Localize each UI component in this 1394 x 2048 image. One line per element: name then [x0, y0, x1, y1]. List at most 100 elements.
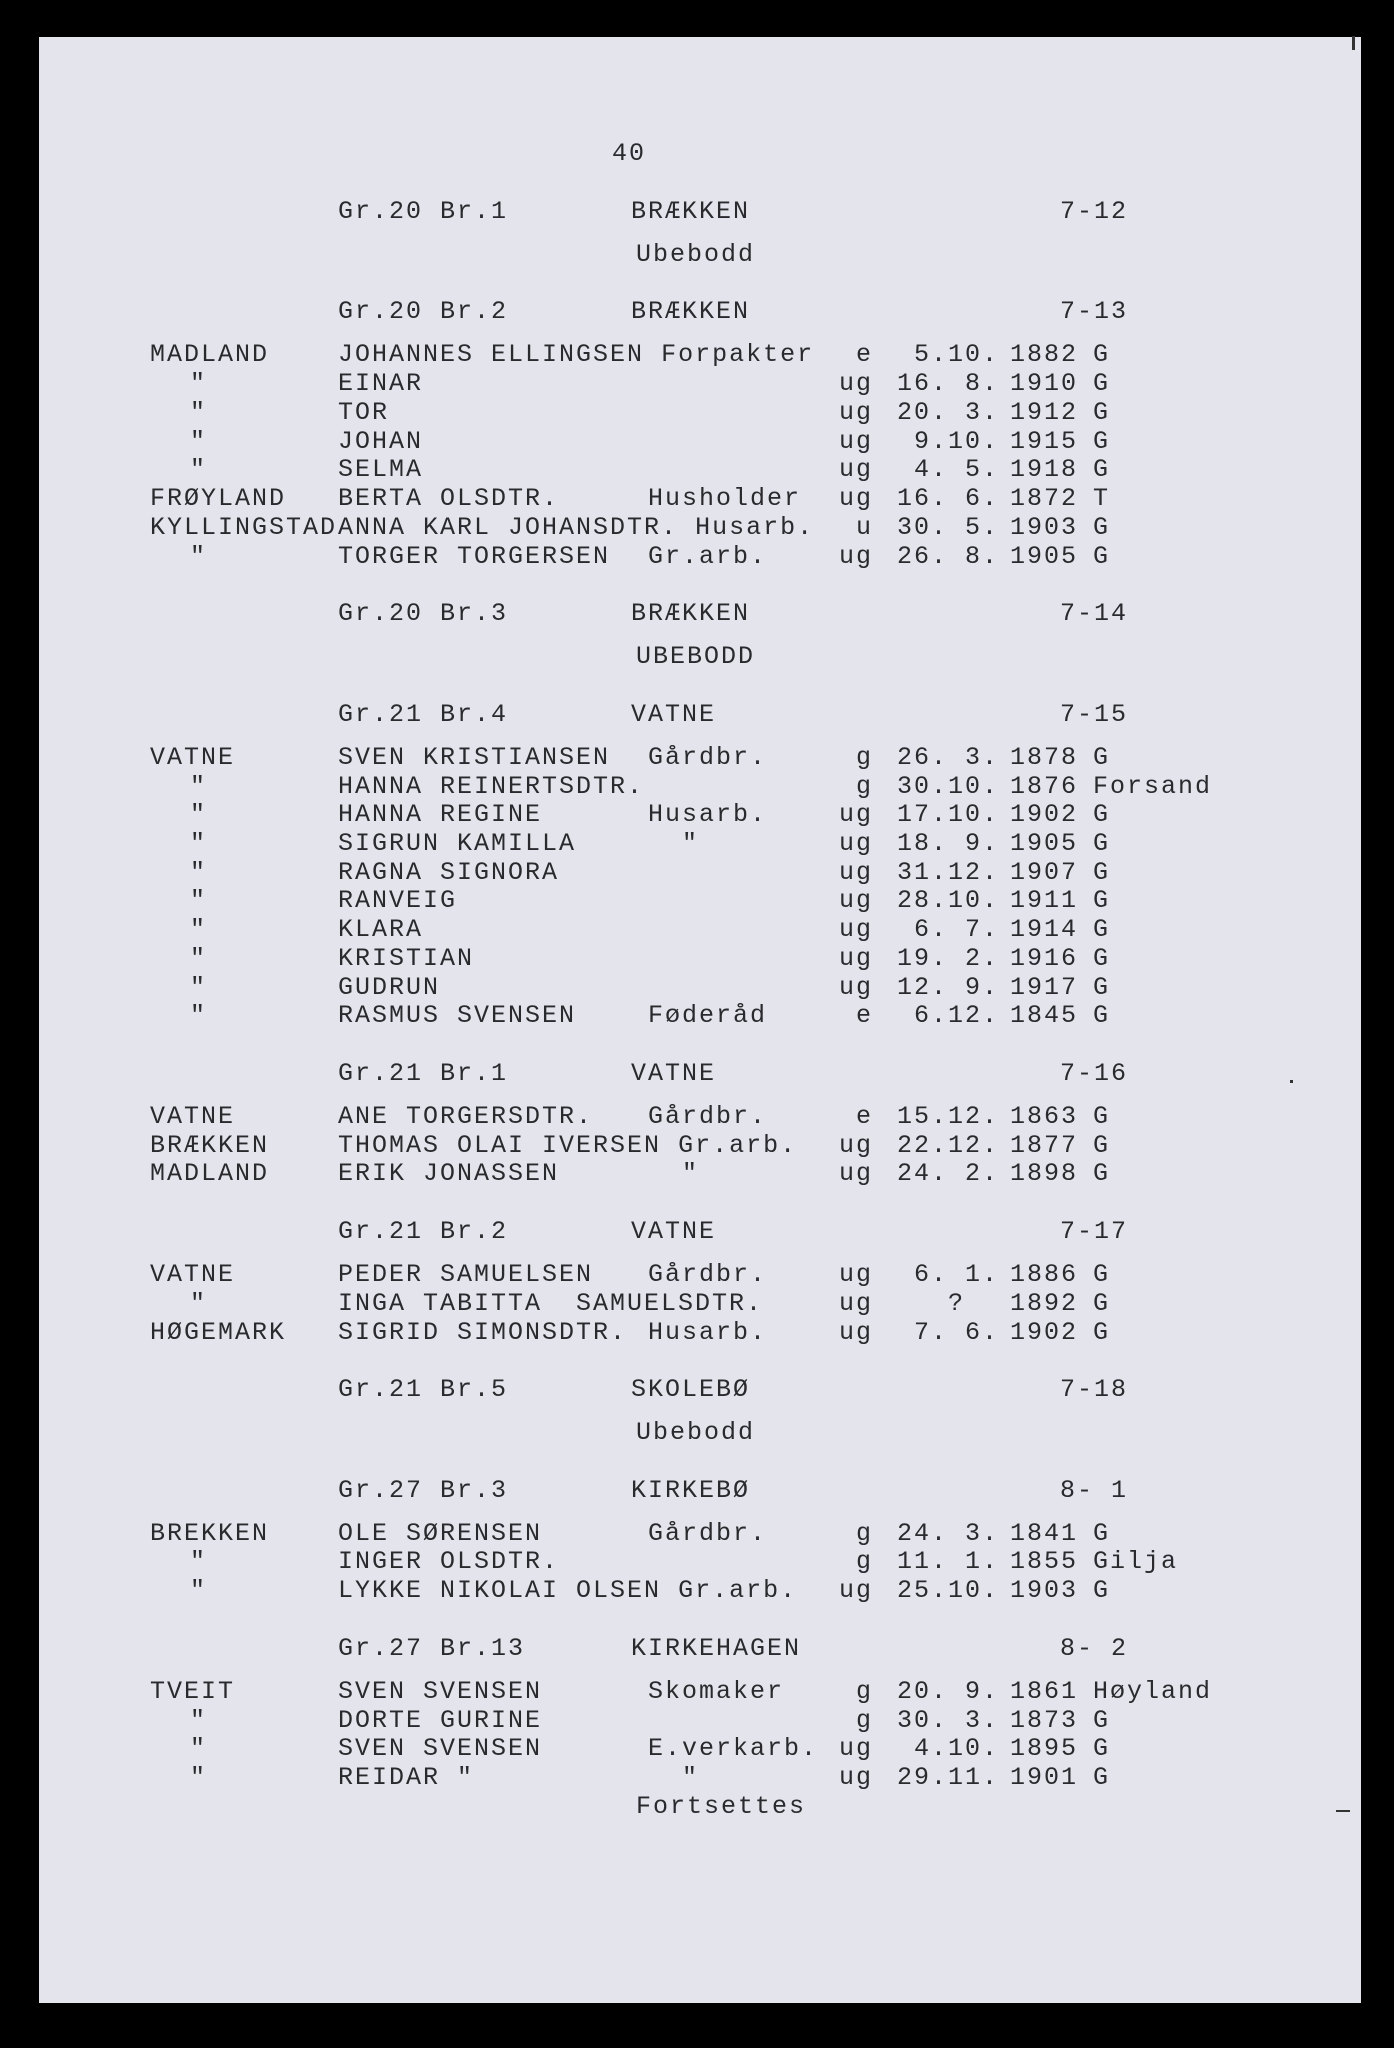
birth-date: 31.12. — [896, 857, 999, 887]
section-note: Ubebodd — [636, 1418, 756, 1448]
person-name: ANNA KARL JOHANSDTR. — [338, 512, 679, 542]
person-name: ERIK JONASSEN — [338, 1159, 560, 1189]
section-group: Gr.27 Br.13 — [338, 1633, 526, 1663]
residence-place: " — [190, 426, 208, 456]
person-entry: TORGER TORGERSEN Gr.arb. — [338, 541, 767, 573]
person-entry: LYKKE NIKOLAI OLSEN Gr.arb. — [338, 1575, 797, 1607]
marital-status: g — [855, 771, 873, 801]
section-place: BRÆKKEN — [631, 599, 751, 629]
occupation: Gårdbr. — [648, 1518, 768, 1548]
section-code: 7-14 — [1059, 599, 1128, 629]
marital-status: e — [855, 340, 873, 370]
birth-year: 1914 — [1010, 915, 1079, 945]
section-group: Gr.21 Br.1 — [338, 1058, 509, 1088]
occupation: E.verkarb. — [648, 1734, 819, 1764]
person-entry: EINAR — [338, 368, 648, 400]
residence-place: " — [190, 1288, 208, 1318]
birth-year: 1898 — [1010, 1159, 1079, 1189]
person-entry: TOR — [338, 397, 648, 429]
birthplace: G — [1093, 455, 1111, 485]
residence-place: " — [190, 828, 208, 858]
person-entry: OLE SØRENSEN Gårdbr. — [338, 1518, 767, 1550]
birthplace: G — [1093, 1576, 1111, 1606]
marital-status: ug — [838, 455, 873, 485]
occupation: " — [648, 828, 700, 858]
person-name: TOR — [338, 397, 390, 427]
person-entry: HANNA REINERTSDTR. — [338, 771, 661, 803]
residence-place: " — [190, 1763, 208, 1793]
person-entry: RAGNA SIGNORA — [338, 857, 648, 889]
occupation: Gr.arb. — [648, 541, 768, 571]
birth-year: 1892 — [1010, 1288, 1079, 1318]
occupation: Husarb. — [648, 800, 768, 830]
person-name: SIGRID SIMONSDTR. — [338, 1317, 628, 1347]
person-name: GUDRUN — [338, 972, 441, 1002]
marital-status: ug — [838, 1130, 873, 1160]
person-entry: SIGRUN KAMILLA " — [338, 828, 699, 860]
birth-year: 1901 — [1010, 1763, 1079, 1793]
section-place: BRÆKKEN — [631, 196, 751, 226]
residence-place: MADLAND — [150, 340, 270, 370]
birthplace: G — [1093, 1102, 1111, 1131]
person-name: JOHANNES ELLINGSEN — [338, 340, 645, 370]
birth-year: 1903 — [1010, 1576, 1079, 1606]
person-entry: THOMAS OLAI IVERSEN Gr.arb. — [338, 1130, 797, 1162]
birth-date: 4.10. — [913, 1734, 999, 1764]
marital-status: ug — [838, 886, 873, 916]
birthplace: G — [1093, 397, 1111, 427]
occupation: Gr.arb. — [678, 1130, 798, 1160]
person-entry: ANNA KARL JOHANSDTR. Husarb. — [338, 512, 814, 544]
birth-year: 1903 — [1010, 512, 1079, 542]
residence-place: KYLLINGSTAD — [150, 512, 338, 542]
birth-date: 24. 2. — [896, 1159, 999, 1189]
residence-place: " — [190, 915, 208, 945]
marital-status: u — [855, 512, 873, 542]
marital-status: ug — [838, 426, 873, 456]
section-group: Gr.21 Br.4 — [338, 699, 509, 729]
section-place: KIRKEHAGEN — [631, 1633, 802, 1663]
residence-place: HØGEMARK — [150, 1317, 287, 1347]
section-place: VATNE — [631, 699, 717, 729]
residence-place: VATNE — [150, 1260, 236, 1290]
residence-place: " — [190, 800, 208, 830]
birth-date: 30. 3. — [896, 1705, 999, 1735]
birth-date: ? — [947, 1288, 999, 1318]
section-place: KIRKEBØ — [631, 1475, 751, 1505]
birth-date: 15.12. — [896, 1102, 999, 1131]
residence-place: VATNE — [150, 742, 236, 772]
section-note: Ubebodd — [636, 239, 756, 269]
birthplace: G — [1093, 857, 1111, 887]
person-entry: SELMA — [338, 454, 648, 486]
marital-status: ug — [838, 857, 873, 887]
person-entry: REIDAR " " — [338, 1762, 699, 1794]
section-group: Gr.27 Br.3 — [338, 1475, 509, 1505]
residence-place: " — [190, 369, 208, 399]
birth-date: 25.10. — [896, 1576, 999, 1606]
residence-place: " — [190, 541, 208, 571]
birth-date: 9.10. — [913, 426, 999, 456]
page-number: 40 — [612, 139, 647, 168]
birthplace: G — [1093, 972, 1111, 1002]
section-code: 7-13 — [1059, 297, 1128, 327]
occupation: Husarb. — [695, 512, 815, 542]
birthplace: G — [1093, 800, 1111, 830]
occupation: Gårdbr. — [648, 742, 768, 772]
person-name: REIDAR " — [338, 1763, 475, 1793]
section-group: Gr.21 Br.2 — [338, 1216, 509, 1246]
person-name: EINAR — [338, 369, 424, 399]
birthplace: G — [1093, 828, 1111, 858]
birth-year: 1878 — [1010, 742, 1079, 772]
birth-year: 1845 — [1010, 1001, 1079, 1031]
section-code: 8- 2 — [1059, 1633, 1128, 1663]
occupation: " — [648, 1159, 700, 1189]
birthplace: G — [1093, 369, 1111, 399]
person-name: LYKKE NIKOLAI OLSEN — [338, 1576, 662, 1606]
section-place: VATNE — [631, 1216, 717, 1246]
person-entry: SVEN SVENSEN Skomaker — [338, 1676, 784, 1708]
marital-status: ug — [838, 1288, 873, 1318]
person-entry: GUDRUN — [338, 972, 648, 1004]
birth-date: 19. 2. — [896, 943, 999, 973]
birth-year: 1895 — [1010, 1734, 1079, 1764]
birthplace: G — [1093, 1734, 1111, 1764]
occupation: Skomaker — [648, 1676, 785, 1706]
